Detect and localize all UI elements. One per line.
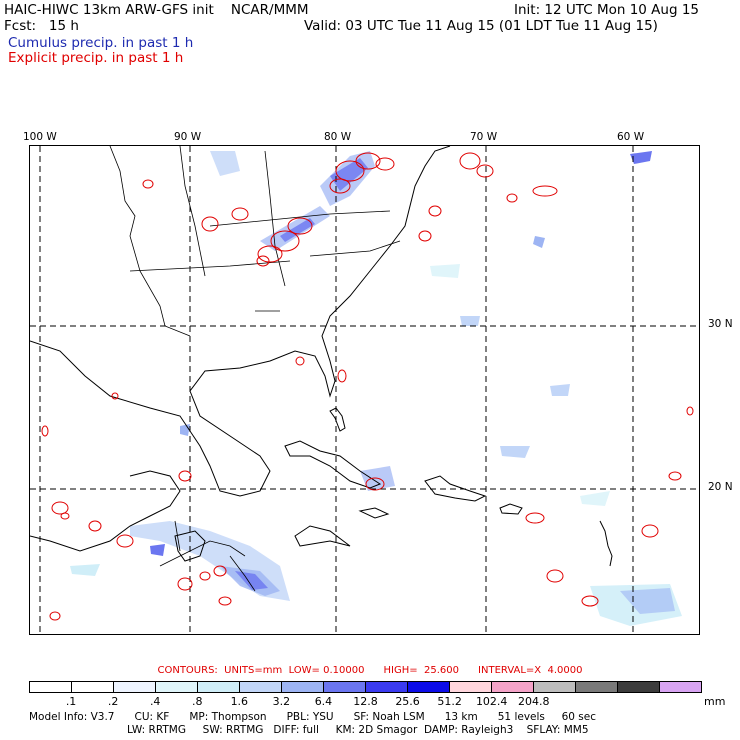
explicit-precip-contours [41, 152, 694, 621]
colorbar-tick-label: .4 [149, 695, 161, 708]
colorbar-segment [450, 682, 492, 692]
grid-lines [30, 146, 699, 634]
init-time: Init: 12 UTC Mon 10 Aug 15 [514, 2, 699, 18]
colorbar-tick-label: 204.8 [518, 695, 550, 708]
model-info-line1: Model Info: V3.7 CU: KF MP: Thompson PBL… [29, 711, 596, 723]
colorbar-segment [366, 682, 408, 692]
map-panel [29, 145, 700, 635]
lon-label-70w: 70 W [470, 131, 498, 143]
colorbar-segment [198, 682, 240, 692]
lon-label-60w: 60 W [617, 131, 645, 143]
colorbar-tick-label: 3.2 [272, 695, 291, 708]
chart-title: HAIC-HIWC 13km ARW-GFS init NCAR/MMM [4, 2, 309, 18]
colorbar-segment [30, 682, 72, 692]
colorbar-segment [576, 682, 618, 692]
map-canvas [30, 146, 699, 634]
lon-label-80w: 80 W [324, 131, 352, 143]
lat-label-30n: 30 N [708, 318, 733, 330]
colorbar-tick-label: 6.4 [314, 695, 333, 708]
colorbar-segment [618, 682, 660, 692]
colorbar-segment [114, 682, 156, 692]
valid-time: Valid: 03 UTC Tue 11 Aug 15 (01 LDT Tue … [304, 18, 658, 34]
colorbar-tick-label: 12.8 [353, 695, 378, 708]
political-boundaries [109, 146, 401, 592]
colorbar-tick-label: 25.6 [395, 695, 420, 708]
colorbar-tick-label: 1.6 [230, 695, 249, 708]
colorbar-segment [534, 682, 576, 692]
colorbar [29, 681, 702, 693]
colorbar-tick-label: 51.2 [437, 695, 462, 708]
lon-label-100w: 100 W [23, 131, 57, 143]
colorbar-tick-label: .2 [107, 695, 119, 708]
contour-info: CONTOURS: UNITS=mm LOW= 0.10000 HIGH= 25… [157, 665, 583, 676]
colorbar-segment [72, 682, 114, 692]
forecast-hour: Fcst: 15 h [4, 18, 79, 34]
colorbar-segment [492, 682, 534, 692]
cumulus-precip-shading [70, 151, 682, 626]
colorbar-units: mm [704, 695, 726, 708]
lon-label-90w: 90 W [174, 131, 202, 143]
colorbar-segment [156, 682, 198, 692]
coastlines [30, 146, 613, 567]
colorbar-segment [240, 682, 282, 692]
colorbar-tick-label: 102.4 [475, 695, 508, 708]
colorbar-segment [324, 682, 366, 692]
colorbar-tick-label: .1 [65, 695, 77, 708]
colorbar-segment [282, 682, 324, 692]
colorbar-segment [660, 682, 701, 692]
cumulus-legend: Cumulus precip. in past 1 h [8, 35, 194, 51]
explicit-legend: Explicit precip. in past 1 h [8, 50, 184, 66]
colorbar-segment [408, 682, 450, 692]
lat-label-20n: 20 N [708, 481, 733, 493]
colorbar-tick-label: .8 [192, 695, 203, 708]
model-info-line2: LW: RRTMG SW: RRTMG DIFF: full KM: 2D Sm… [127, 724, 589, 736]
